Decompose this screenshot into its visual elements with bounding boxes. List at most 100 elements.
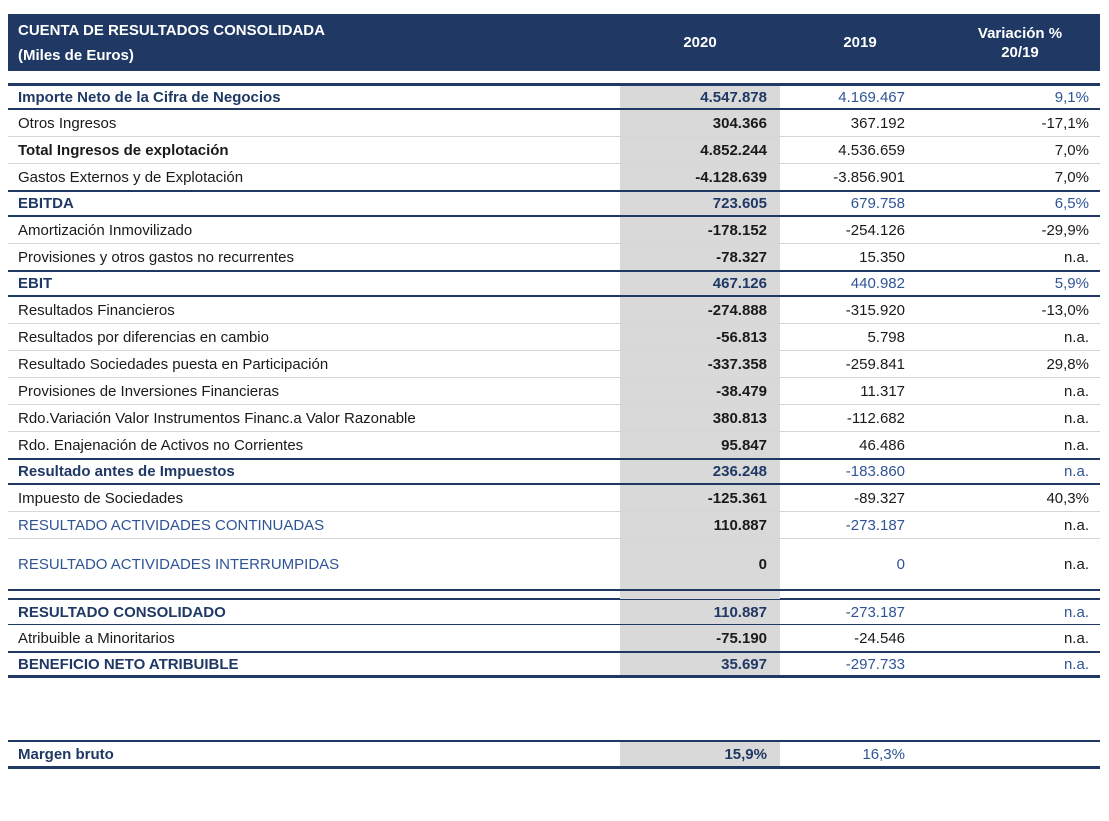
value-2020: 467.126	[620, 272, 780, 295]
table-row: Margen bruto 15,9% 16,3%	[8, 740, 1100, 769]
value-2020: -274.888	[620, 297, 780, 323]
value-2020: 236.248	[620, 460, 780, 483]
value-variation: n.a.	[1063, 603, 1089, 621]
row-label: Otros Ingresos	[18, 114, 117, 132]
value-2020: -78.327	[620, 244, 780, 270]
row-label: RESULTADO ACTIVIDADES INTERRUMPIDAS	[18, 555, 340, 573]
value-variation: 5,9%	[1054, 275, 1089, 292]
row-label: EBITDA	[18, 195, 74, 212]
value-variation: 6,5%	[1054, 195, 1089, 212]
table-row	[8, 591, 1100, 599]
value-2020	[620, 591, 780, 599]
value-2019: -315.920	[845, 301, 905, 319]
value-variation: -13,0%	[1041, 301, 1089, 319]
value-2020: -38.479	[620, 378, 780, 404]
value-2019: 5.798	[867, 328, 905, 346]
table-row: EBIT 467.126 440.982 5,9%	[8, 270, 1100, 297]
col-header-variation-line2: 20/19	[1001, 43, 1039, 61]
row-label: Resultado antes de Impuestos	[18, 463, 235, 480]
table-row: Resultado Sociedades puesta en Participa…	[8, 351, 1100, 378]
value-2019: 11.317	[860, 382, 905, 400]
value-2020: 380.813	[620, 405, 780, 431]
col-header-variation: Variación % 20/19	[940, 14, 1100, 71]
value-variation	[940, 742, 1100, 766]
table-row: Atribuible a Minoritarios -75.190 -24.546 n…	[8, 625, 1100, 652]
value-2019: -3.856.901	[833, 168, 905, 186]
value-2020: -75.190	[620, 625, 780, 651]
col-header-2019: 2019	[843, 34, 877, 51]
row-label: Importe Neto de la Cifra de Negocios	[18, 88, 281, 106]
value-variation: n.a.	[1063, 248, 1089, 266]
margin-table-body: Margen bruto 15,9% 16,3%	[8, 740, 1100, 769]
table-row: Resultados Financieros -274.888 -315.920 -1…	[8, 297, 1100, 324]
value-2019: 0	[896, 555, 905, 573]
value-variation	[940, 591, 1100, 599]
value-variation: 7,0%	[1054, 141, 1089, 159]
value-variation: 7,0%	[1054, 168, 1089, 186]
value-2019: 367.192	[850, 114, 905, 132]
table-row: Total Ingresos de explotación 4.852.244 4.…	[8, 137, 1100, 164]
value-2019: 679.758	[850, 195, 905, 212]
value-2019: -273.187	[845, 603, 905, 621]
table-row: Impuesto de Sociedades -125.361 -89.327 40,…	[8, 485, 1100, 512]
table-row: Importe Neto de la Cifra de Negocios 4.54…	[8, 83, 1100, 110]
row-label: BENEFICIO NETO ATRIBUIBLE	[18, 655, 239, 673]
report-page: CUENTA DE RESULTADOS CONSOLIDADA (Miles …	[8, 14, 1100, 769]
value-variation: -17,1%	[1041, 114, 1089, 132]
value-variation: n.a.	[1063, 629, 1089, 647]
table-row: RESULTADO CONSOLIDADO 110.887 -273.187 n.a.	[8, 598, 1100, 625]
value-2019: 440.982	[850, 275, 905, 292]
table-row: Otros Ingresos 304.366 367.192 -17,1%	[8, 110, 1100, 137]
value-2019: 4.536.659	[838, 141, 905, 159]
value-2020: 4.852.244	[620, 137, 780, 163]
row-label	[8, 591, 620, 599]
value-2019: -297.733	[845, 655, 905, 673]
value-variation: 40,3%	[1046, 489, 1089, 507]
row-label: Margen bruto	[18, 745, 114, 763]
value-2019: -259.841	[845, 355, 905, 373]
row-label: Rdo.Variación Valor Instrumentos Financ.…	[18, 409, 416, 427]
value-2020: -125.361	[620, 485, 780, 511]
table-row: RESULTADO ACTIVIDADES INTERRUMPIDAS 0 0 n.a…	[8, 539, 1100, 591]
value-variation: 29,8%	[1046, 355, 1089, 373]
value-variation: -29,9%	[1041, 221, 1089, 239]
value-2020: 723.605	[620, 192, 780, 215]
value-2020: 15,9%	[620, 742, 780, 766]
value-2019: -183.860	[845, 463, 905, 480]
table-row: Provisiones de Inversiones Financieras -3…	[8, 378, 1100, 405]
table-row: EBITDA 723.605 679.758 6,5%	[8, 190, 1100, 217]
value-2019: 46.486	[859, 436, 905, 454]
row-label: Rdo. Enajenación de Activos no Corriente…	[18, 436, 304, 454]
row-label: Resultados por diferencias en cambio	[18, 328, 269, 346]
value-2020: 35.697	[620, 653, 780, 675]
table-row: Gastos Externos y de Explotación -4.128.6…	[8, 164, 1100, 191]
value-2020: -56.813	[620, 324, 780, 350]
value-variation: n.a.	[1063, 516, 1089, 534]
value-variation: n.a.	[1063, 328, 1089, 346]
row-label: Gastos Externos y de Explotación	[18, 168, 244, 186]
col-header-variation-line1: Variación %	[977, 24, 1063, 42]
value-2019	[780, 591, 940, 599]
row-label: Resultados Financieros	[18, 301, 175, 319]
table-row: Rdo. Enajenación de Activos no Corriente…	[8, 432, 1100, 459]
table-body: Importe Neto de la Cifra de Negocios 4.54…	[8, 83, 1100, 678]
value-2020: 4.547.878	[620, 86, 780, 108]
value-variation: n.a.	[1063, 555, 1089, 573]
value-2020: 110.887	[620, 600, 780, 624]
table-footer-gap	[8, 678, 1100, 740]
table-row: Resultado antes de Impuestos 236.248 -183.…	[8, 458, 1100, 485]
table-row: RESULTADO ACTIVIDADES CONTINUADAS 110.887…	[8, 512, 1100, 539]
row-label: Provisiones y otros gastos no recurrente…	[18, 248, 294, 266]
value-2019: -254.126	[845, 221, 905, 239]
row-label: Resultado Sociedades puesta en Participa…	[18, 355, 329, 373]
value-2020: 0	[620, 539, 780, 589]
row-label: Impuesto de Sociedades	[18, 489, 184, 507]
row-label: Atribuible a Minoritarios	[18, 629, 175, 647]
value-variation: 9,1%	[1054, 88, 1089, 106]
value-2020: 110.887	[620, 512, 780, 538]
row-label: Amortización Inmovilizado	[18, 221, 193, 239]
table-row: Resultados por diferencias en cambio -56.…	[8, 324, 1100, 351]
table-row: BENEFICIO NETO ATRIBUIBLE 35.697 -297.733 n…	[8, 651, 1100, 678]
table-title: CUENTA DE RESULTADOS CONSOLIDADA	[18, 22, 325, 39]
row-label: RESULTADO CONSOLIDADO	[18, 603, 226, 621]
